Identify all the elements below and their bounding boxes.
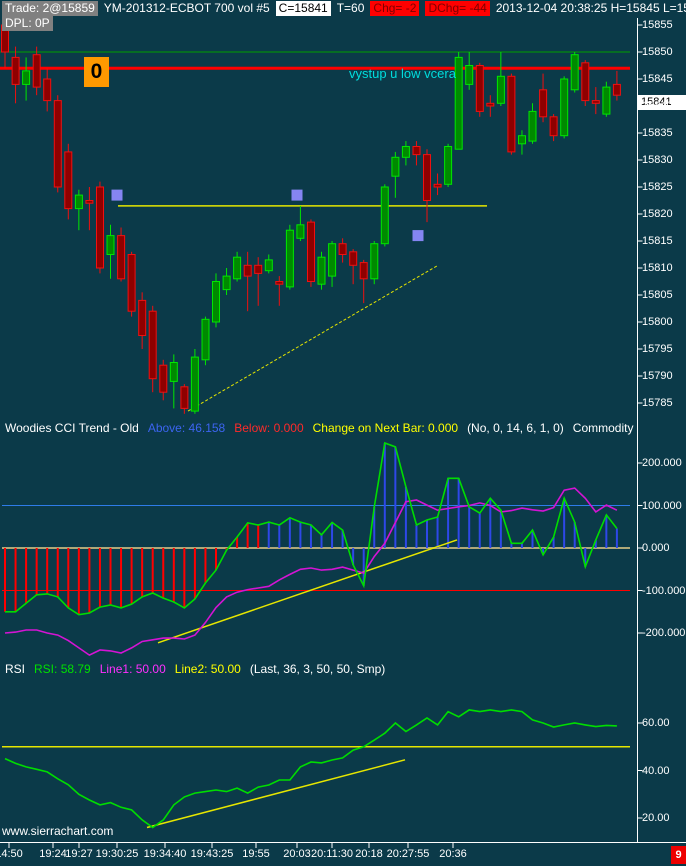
sierra-chart-window: Trade: 2@15859 YM-201312-ECBOT 700 vol #… <box>0 0 686 866</box>
chart-canvas[interactable] <box>0 0 686 866</box>
